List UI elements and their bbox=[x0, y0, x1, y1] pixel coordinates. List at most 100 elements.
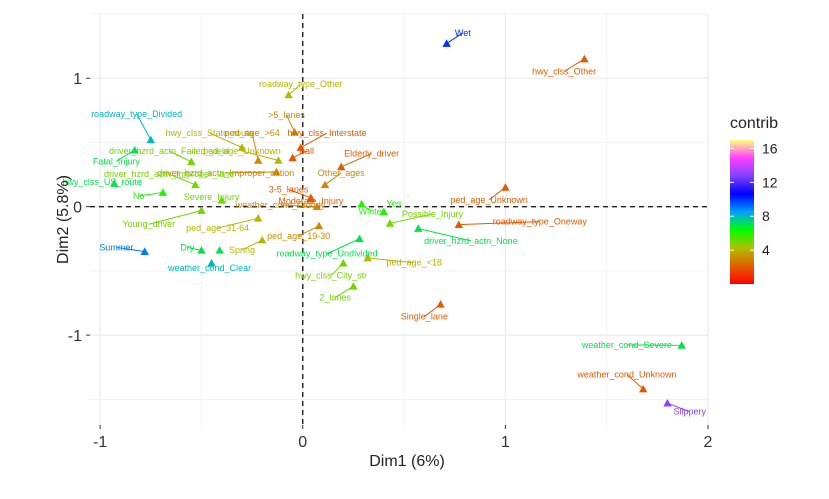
leader-line bbox=[324, 172, 342, 186]
leader-line bbox=[288, 83, 302, 96]
data-point bbox=[290, 127, 299, 136]
data-point bbox=[501, 183, 510, 191]
leader-line bbox=[241, 239, 263, 251]
point-label: Possible_Injury bbox=[402, 209, 464, 219]
point-label: hwy_clss_Interstate bbox=[288, 128, 367, 138]
point-label: ped_age_Unknown bbox=[203, 146, 281, 156]
data-point bbox=[385, 219, 395, 227]
data-point bbox=[215, 246, 224, 254]
leader-line bbox=[288, 189, 312, 199]
data-point bbox=[379, 207, 389, 216]
leader-line bbox=[292, 150, 308, 159]
data-point bbox=[197, 206, 206, 214]
data-point bbox=[130, 145, 139, 154]
point-label: ped_age_>64 bbox=[224, 128, 279, 138]
color-legend: contrib 4 8 12 16 bbox=[730, 115, 778, 284]
data-point bbox=[191, 180, 200, 189]
y-axis-title: Dim2 (5.8%) bbox=[55, 175, 72, 264]
point-label: >5_lanes bbox=[268, 110, 305, 120]
leader-line bbox=[251, 132, 259, 161]
point-label: driver_hzrd_actn_Failed_yield bbox=[109, 146, 229, 156]
point-label: weather_cond_Cloudy bbox=[235, 200, 326, 210]
point-label: weather_cond_Unknown bbox=[576, 369, 676, 379]
data-point bbox=[217, 196, 226, 204]
leader-line bbox=[286, 114, 296, 133]
point-label: Severe_Injury bbox=[184, 192, 240, 202]
leader-line bbox=[148, 210, 202, 225]
leader-line bbox=[168, 150, 192, 163]
point-label: Young_driver bbox=[122, 219, 175, 229]
data-point bbox=[349, 282, 358, 290]
data-point bbox=[253, 214, 263, 222]
point-label: roadway_type_Other bbox=[259, 79, 343, 89]
data-point bbox=[197, 246, 206, 254]
leader-line bbox=[667, 402, 690, 413]
leader-line bbox=[446, 32, 464, 44]
data-point bbox=[357, 199, 366, 208]
leader-line bbox=[280, 204, 317, 208]
data-point bbox=[274, 156, 283, 164]
data-point bbox=[312, 202, 322, 211]
data-point bbox=[288, 153, 297, 162]
point-label: Elderly_driver bbox=[344, 149, 399, 159]
x-tick-label: -1 bbox=[93, 434, 107, 451]
y-tick-label: 1 bbox=[73, 71, 82, 88]
point-label: Fatal_Injury bbox=[93, 156, 141, 166]
point-label: driver_hzrd_actn_None bbox=[424, 236, 518, 246]
data-point bbox=[436, 300, 445, 308]
legend-tick-label: 12 bbox=[762, 174, 778, 190]
point-label: driver_hzrd_actn_Improper_action bbox=[157, 168, 294, 178]
data-point bbox=[207, 258, 216, 267]
data-point bbox=[306, 194, 316, 203]
data-point bbox=[140, 247, 149, 255]
leader-line bbox=[241, 150, 279, 161]
data-point bbox=[454, 220, 463, 228]
point-label: ped_age_<18 bbox=[387, 258, 442, 268]
leader-line bbox=[187, 246, 202, 251]
data-point bbox=[314, 221, 324, 230]
data-point bbox=[638, 384, 648, 393]
point-label: Summer bbox=[99, 242, 133, 252]
point-label: Wet bbox=[455, 28, 471, 38]
label-leader-lines bbox=[116, 32, 690, 413]
point-label: Yes bbox=[387, 199, 402, 209]
point-label: hwy_clss_City_str bbox=[295, 271, 367, 281]
leader-line bbox=[458, 221, 540, 226]
leader-line bbox=[217, 217, 259, 229]
grid-layer bbox=[90, 13, 709, 425]
leader-line bbox=[116, 246, 145, 253]
point-labels: Wet hwy_clss_Other roadway_type_Otherroadw… bbox=[62, 28, 706, 417]
point-label: Winter bbox=[359, 206, 385, 216]
leader-line bbox=[209, 132, 243, 149]
data-point bbox=[663, 398, 672, 407]
point-label: Spring bbox=[229, 245, 255, 255]
legend-tick-label: 4 bbox=[762, 242, 770, 258]
point-label: Other_ages bbox=[318, 168, 366, 178]
point-label: roadway_type_Undivided bbox=[277, 249, 378, 259]
x-tick-label: 0 bbox=[298, 434, 307, 451]
point-label: Slippery bbox=[674, 407, 707, 417]
leader-line bbox=[367, 257, 415, 264]
point-label: 2_lanes bbox=[319, 292, 351, 302]
point-label: Moderate_Injury bbox=[278, 196, 344, 206]
point-label: ped_age_Unknown bbox=[450, 195, 528, 205]
point-label: ped_age_19-30 bbox=[267, 231, 330, 241]
point-label: weather_cond_Clear bbox=[167, 263, 251, 273]
data-point bbox=[258, 235, 267, 244]
point-label: hwy_clss_Other bbox=[532, 66, 596, 76]
data-points bbox=[110, 39, 686, 407]
point-label: roadway_type_Oneway bbox=[493, 217, 588, 227]
data-point bbox=[253, 156, 263, 164]
data-point bbox=[146, 135, 155, 144]
leader-line bbox=[389, 213, 433, 224]
axes: -1 0 1 2 1 0 -1 bbox=[68, 71, 713, 451]
leader-line bbox=[168, 173, 196, 186]
x-tick-label: 1 bbox=[501, 434, 510, 451]
leader-line bbox=[136, 113, 152, 141]
reference-lines bbox=[90, 14, 708, 425]
data-point bbox=[363, 253, 372, 262]
data-point bbox=[580, 54, 589, 63]
point-label: weather_cond_Severe bbox=[581, 340, 672, 350]
